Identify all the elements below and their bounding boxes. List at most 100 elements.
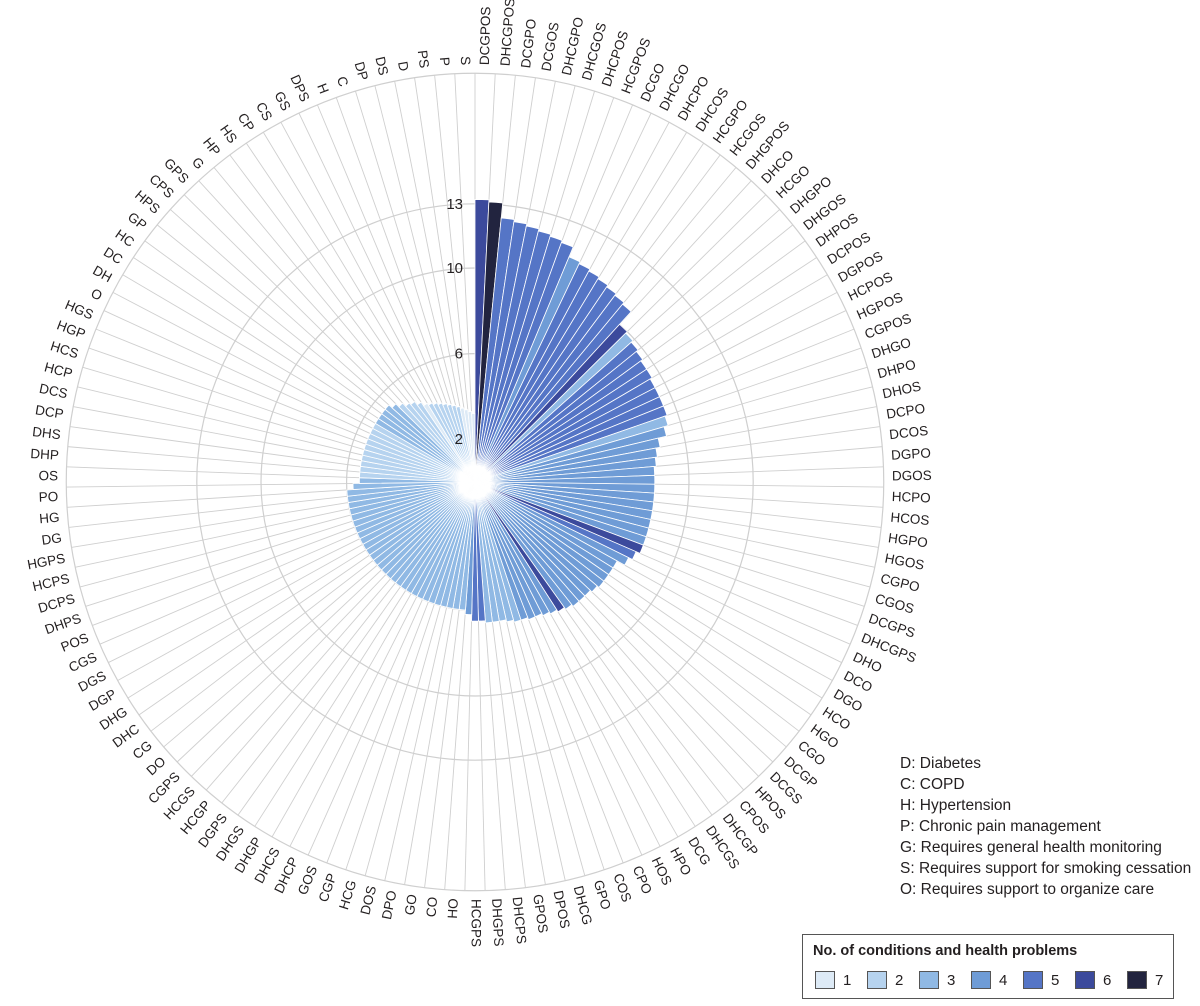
- abbreviation-key: D: Diabetes C: COPD H: Hypertension P: C…: [900, 753, 1191, 900]
- category-label-dos: DOS: [358, 884, 380, 916]
- category-label-dgpo: DGPO: [891, 445, 932, 462]
- legend-item-6: 6: [1075, 971, 1127, 989]
- category-label-ps: PS: [415, 49, 432, 69]
- bar-dhgo: [474, 415, 669, 483]
- category-label-hcg: HCG: [336, 878, 359, 911]
- category-label-d: D: [395, 60, 411, 72]
- bar-dhcgs: [474, 481, 565, 613]
- grid-circle: [65, 72, 885, 892]
- category-label-dhpo: DHPO: [876, 357, 918, 382]
- bar-dhgos: [474, 350, 644, 483]
- bar-cgpos: [474, 405, 668, 483]
- category-label-dcps: DCPS: [36, 591, 76, 616]
- legend-label-1: 1: [843, 971, 852, 989]
- legend-swatch-2: [867, 971, 887, 989]
- legend-swatch-7: [1127, 971, 1147, 989]
- bar-dhgpo: [474, 341, 639, 483]
- bar-h: [442, 402, 476, 483]
- category-label-dhcg: DHCG: [571, 884, 595, 926]
- category-label-cg: CG: [130, 738, 155, 762]
- category-label-os: OS: [38, 468, 58, 483]
- category-label-dhp: DHP: [30, 446, 59, 463]
- bar-dhos: [474, 437, 661, 483]
- category-label-hgp: HGP: [55, 317, 88, 341]
- category-label-dcgpos: DCGPOS: [477, 6, 493, 65]
- abbrev-health-monitoring: G: Requires general health monitoring: [900, 839, 1162, 856]
- bar-hs: [416, 401, 476, 483]
- bar-ds: [455, 405, 476, 483]
- legend-label-4: 4: [999, 971, 1008, 989]
- bar-dhcps: [474, 481, 493, 624]
- category-label-hp: HP: [200, 135, 223, 159]
- legend-items: 1 2 3 4 5 6 7: [815, 971, 1179, 989]
- legend-item-3: 3: [919, 971, 971, 989]
- category-label-dcos: DCOS: [888, 423, 928, 442]
- bar-ps: [463, 409, 476, 483]
- abbrev-chronic-pain: P: Chronic pain management: [900, 818, 1101, 835]
- category-label-pos: POS: [59, 630, 91, 655]
- category-label-dhos: DHOS: [881, 379, 922, 402]
- legend-label-7: 7: [1155, 971, 1164, 989]
- category-label-hcp: HCP: [43, 359, 74, 381]
- category-label-hs: HS: [217, 122, 240, 146]
- bar-cpo: [474, 481, 536, 621]
- tick-label: 13: [446, 196, 463, 213]
- bar-dcpo: [474, 447, 658, 483]
- bar-c: [446, 403, 476, 483]
- bar-dhcg: [474, 481, 515, 623]
- bar-cpos: [474, 481, 580, 607]
- bar-gpo: [474, 481, 522, 623]
- category-label-dhgps: DHGPS: [489, 898, 506, 947]
- legend-item-4: 4: [971, 971, 1023, 989]
- category-label-dpos: DPOS: [551, 889, 573, 929]
- abbrev-hypertension: H: Hypertension: [900, 797, 1012, 814]
- category-label-cgp: CGP: [316, 871, 340, 904]
- bars: [346, 199, 669, 624]
- bar-po: [352, 481, 476, 490]
- bar-dcgp: [474, 481, 598, 593]
- bar-dhcpo: [474, 270, 600, 483]
- category-label-dhs: DHS: [32, 424, 62, 442]
- legend-swatch-5: [1023, 971, 1043, 989]
- category-label-do: DO: [143, 754, 168, 779]
- legend-item-1: 1: [815, 971, 867, 989]
- category-label-dcgos: DCGOS: [539, 21, 562, 72]
- bar-s: [471, 413, 476, 483]
- category-label-dpo: DPO: [379, 889, 399, 921]
- bar-hp: [410, 400, 476, 483]
- category-label-hcgps: HCGPS: [468, 899, 483, 947]
- tick-label: 10: [446, 260, 463, 277]
- category-label-dcs: DCS: [38, 381, 69, 402]
- bar-dho: [474, 481, 637, 561]
- category-label-gp: GP: [125, 209, 150, 233]
- category-label-dg: DG: [41, 530, 63, 548]
- category-label-cp: CP: [235, 110, 258, 134]
- bar-hcgpo: [474, 286, 617, 483]
- category-label-cs: CS: [253, 100, 275, 124]
- tick-label: 6: [455, 346, 463, 363]
- category-label-o: O: [89, 286, 105, 304]
- category-label-gpos: GPOS: [530, 893, 551, 934]
- category-label-hcs: HCS: [49, 338, 81, 361]
- legend-swatch-4: [971, 971, 991, 989]
- category-label-ds: DS: [372, 55, 391, 77]
- category-label-dcp: DCP: [34, 402, 65, 421]
- category-label-dc: DC: [101, 244, 126, 267]
- category-label-dhgo: DHGO: [870, 335, 913, 362]
- legend-item-7: 7: [1127, 971, 1179, 989]
- bar-cp: [422, 402, 476, 483]
- bar-dcg: [474, 481, 558, 615]
- category-label-hg: HG: [39, 510, 60, 527]
- category-label-c: C: [334, 74, 351, 88]
- category-label-hgos: HGOS: [884, 551, 926, 573]
- category-label-dgos: DGOS: [892, 468, 932, 483]
- bar-dcos: [474, 456, 657, 483]
- category-label-hcos: HCOS: [890, 510, 930, 528]
- category-label-dhcps: DHCPS: [510, 896, 530, 945]
- bar-dp: [451, 404, 476, 483]
- tick-label: 2: [455, 431, 463, 448]
- category-label-co: CO: [423, 896, 440, 918]
- category-label-cos: COS: [610, 871, 634, 904]
- category-label-dh: DH: [90, 263, 114, 286]
